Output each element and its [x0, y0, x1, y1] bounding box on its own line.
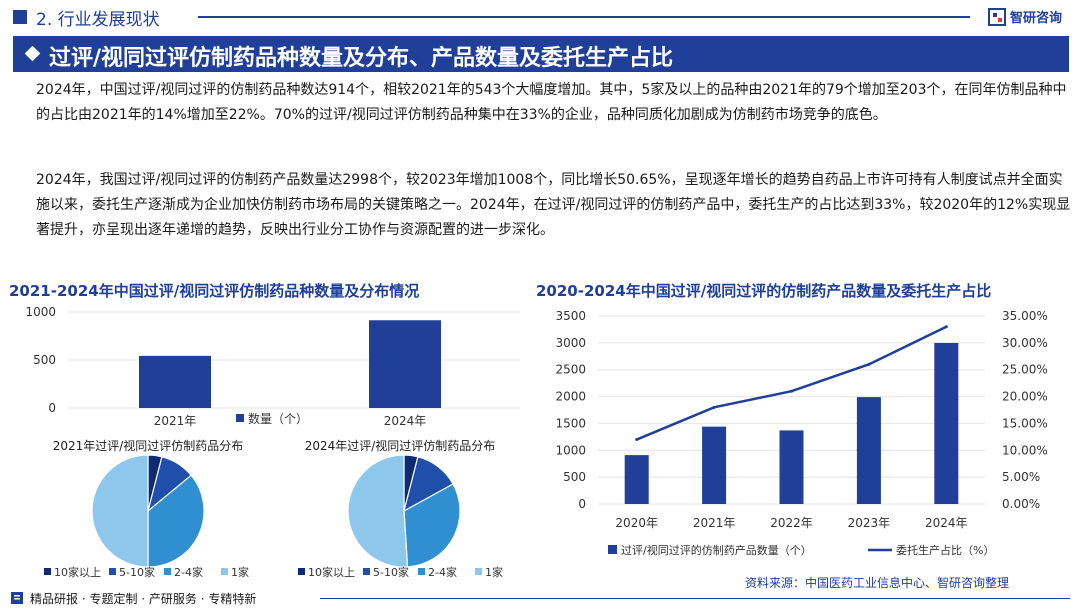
pie-slice-2-4家: [403, 483, 461, 568]
summary-paragraph-1: 2024年，中国过评/视同过评的仿制药品种数达914个，相较2021年的543个…: [36, 82, 1067, 123]
bar-2021年: [702, 426, 727, 504]
legend-label-bar: 过评/视同过评的仿制药产品数量（个）: [621, 543, 812, 557]
pie-slice-1家: [347, 454, 409, 568]
legend-swatch: [236, 414, 244, 422]
pie-slice-2-4家: [147, 474, 205, 568]
products-combo-chart: 0 500 1000 1500 2000 2500 3000 3500 0.00% 5.00% 10…: [555, 309, 1047, 557]
legend-label: 2-4家: [174, 565, 203, 579]
varieties-bar-chart: 0 500 1000 2021年 2024年 数量（个）: [25, 305, 520, 428]
x-tick-label: 2021年: [154, 414, 197, 428]
bar-2023年: [856, 397, 881, 504]
section-marker: [13, 10, 27, 24]
y-left-tick-label: 0: [578, 497, 586, 511]
pie-title: 2021年过评/视同过评仿制药品分布: [53, 438, 244, 453]
y-right-tick-label: 15.00%: [1002, 416, 1048, 430]
legend-label: 数量（个）: [248, 411, 308, 426]
y-left-tick-label: 2000: [555, 390, 586, 404]
x-tick-label: 2022年: [770, 516, 813, 530]
report-icon: [11, 592, 23, 604]
footer-divider: [320, 598, 1070, 599]
footer: 精品研报 · 专题定制 · 产研服务 · 专精特新: [0, 588, 1080, 608]
legend-label: 10家以上: [308, 565, 355, 579]
x-tick-label: 2023年: [848, 516, 891, 530]
footer-services: 精品研报 · 专题定制 · 产研服务 · 专精特新: [30, 592, 257, 606]
line-point-2024年: [944, 325, 948, 329]
x-tick-label: 2021年: [693, 516, 736, 530]
legend-label: 10家以上: [54, 565, 101, 579]
y-right-tick-label: 5.00%: [1002, 470, 1040, 484]
top-bar: 2. 行业发展现状 智研咨询: [0, 0, 1080, 34]
y-right-tick-label: 25.00%: [1002, 363, 1048, 377]
line-point-2022年: [790, 389, 793, 393]
legend-swatch: [109, 568, 116, 575]
diamond-icon: [24, 45, 41, 62]
y-left-tick-label: 1000: [555, 443, 586, 457]
pie-chart-2021: 2021年过评/视同过评仿制药品分布 10家以上 5-10家 2-4家 1家: [44, 438, 249, 579]
line-point-2023年: [867, 362, 871, 366]
bar-2021年: [139, 355, 211, 408]
y-right-tick-label: 0.00%: [1002, 497, 1040, 511]
bar-2024年: [369, 320, 441, 408]
line-point-2020年: [635, 438, 639, 442]
y-left-tick-label: 500: [563, 470, 586, 484]
zhiyan-logo-icon: [988, 8, 1006, 26]
right-chart-area: 0 500 1000 1500 2000 2500 3000 3500 0.00% 5.00% 10…: [555, 309, 1047, 557]
y-right-tick-label: 20.00%: [1002, 390, 1048, 404]
pie-slice-1家: [91, 454, 149, 568]
line-point-2021年: [712, 405, 716, 409]
bar-2020年: [624, 455, 649, 504]
y-left-tick-label: 3000: [555, 336, 586, 350]
legend-label: 1家: [485, 565, 503, 579]
y-left-tick-label: 2500: [555, 363, 586, 377]
y-tick-label: 0: [48, 401, 56, 415]
page-title: 过评/视同过评仿制药品种数量及分布、产品数量及委托生产占比: [49, 46, 674, 71]
y-left-tick-label: 3500: [555, 309, 586, 323]
header-divider: [198, 16, 970, 18]
x-tick-label: 2024年: [925, 516, 968, 530]
legend-label: 2-4家: [428, 565, 457, 579]
y-right-tick-label: 35.00%: [1002, 309, 1048, 323]
legend-swatch: [221, 568, 228, 575]
legend-swatch: [298, 568, 305, 575]
source-note: 资料来源：中国医药工业信息中心、智研咨询整理: [745, 576, 1010, 590]
y-left-tick-label: 1500: [555, 416, 586, 430]
x-tick-label: 2020年: [615, 516, 658, 530]
legend-label: 5-10家: [373, 565, 409, 579]
title-banner: 过评/视同过评仿制药品种数量及分布、产品数量及委托生产占比: [13, 36, 1069, 72]
line-series-outsourced-share: [636, 325, 947, 441]
legend-swatch-bar: [608, 545, 617, 554]
legend-label-line: 委托生产占比（%）: [896, 543, 994, 557]
section-title: 2. 行业发展现状: [36, 10, 160, 30]
bar-2024年: [934, 342, 959, 504]
y-right-tick-label: 30.00%: [1002, 336, 1048, 350]
chart-title-varieties: 2021-2024年中国过评/视同过评仿制药品种数量及分布情况: [9, 282, 420, 300]
legend-swatch: [475, 568, 482, 575]
brand-logo: 智研咨询: [988, 6, 1078, 28]
legend-swatch: [164, 568, 171, 575]
legend-label: 5-10家: [119, 565, 155, 579]
bar-2022年: [779, 430, 804, 504]
y-tick-label: 500: [33, 353, 56, 367]
legend-swatch: [363, 568, 370, 575]
x-tick-label: 2024年: [384, 414, 427, 428]
pie-title: 2024年过评/视同过评仿制药品分布: [305, 438, 496, 453]
legend-swatch: [44, 568, 51, 575]
legend-label: 1家: [231, 565, 249, 579]
y-right-tick-label: 10.00%: [1002, 443, 1048, 457]
y-tick-label: 1000: [25, 305, 56, 319]
pie-chart-2024: 2024年过评/视同过评仿制药品分布 10家以上 5-10家 2-4家 1家: [298, 438, 503, 579]
legend-swatch: [418, 568, 425, 575]
logo-text: 智研咨询: [1010, 11, 1063, 26]
left-chart-area: 0 500 1000 2021年 2024年 数量（个） 2021年过评/视同过评仿制药品…: [25, 305, 520, 579]
summary-paragraph-2: 2024年，我国过评/视同过评的仿制药产品数量达2998个，较2023年增加10…: [36, 172, 1071, 238]
chart-title-products: 2020-2024年中国过评/视同过评的仿制药产品数量及委托生产占比: [536, 282, 992, 300]
